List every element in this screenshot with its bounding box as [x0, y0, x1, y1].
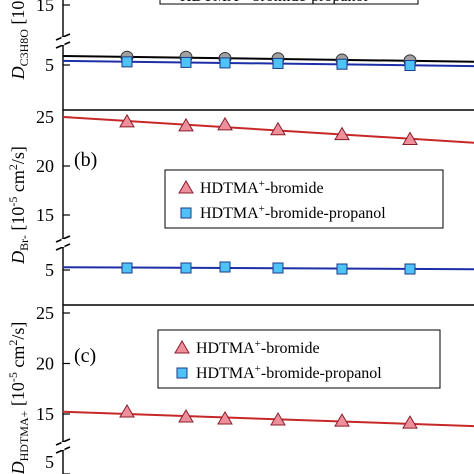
legend-marker-1-1: [180, 207, 192, 219]
y-axis-label-1: DBr- [10-5 cm2/s]: [6, 146, 31, 265]
y-tick-label-1-1: 20: [36, 156, 54, 176]
panel-label-c: (c): [74, 345, 96, 367]
y-tick-label-2-1: 20: [36, 354, 54, 374]
legend-marker-2-1: [176, 367, 188, 379]
y-axis-label-sup2-2: 2: [6, 340, 20, 346]
y-axis-label-main-1: D: [8, 251, 28, 265]
data-point-0-1-5: [404, 60, 416, 72]
legend-box-b: [164, 169, 444, 229]
legend-label-rest-2-1: -bromide-propanol: [261, 365, 382, 382]
data-point-2-0-0: [119, 403, 135, 418]
y-tick-label-2-2: 15: [36, 404, 54, 424]
data-point-1-0-4: [334, 126, 350, 141]
legend-label-sup-2-0: +: [255, 338, 261, 350]
legend-label-2-0: HDTMA+-bromide: [196, 338, 320, 357]
data-point-1-1-3: [272, 262, 284, 274]
y-axis-label-tail-2: cm: [8, 346, 28, 373]
data-point-1-0-2: [217, 116, 233, 131]
legend-box-c: [157, 329, 441, 389]
y-axis-label-tail-1: cm: [8, 170, 28, 197]
y-axis-label-end-2: /s]: [8, 322, 28, 340]
data-point-1-1-0: [121, 262, 133, 274]
data-point-2-0-1: [178, 409, 194, 423]
legend-label-base-1-1: HDTMA: [200, 205, 259, 222]
y-axis-label-end-1: /s]: [8, 146, 28, 164]
y-tick-label-0-0: 15: [36, 0, 54, 15]
y-axis-label-rest-2: [10: [8, 382, 28, 411]
legend-marker-2-0: [174, 340, 190, 354]
legend-marker-1-0: [178, 180, 194, 194]
data-point-1-1-5: [404, 263, 416, 275]
legend-label-base-2-0: HDTMA: [196, 340, 255, 357]
legend-box-a: [159, 0, 419, 5]
axis-break-gap-a: [61, 37, 65, 45]
y-axis-label-2: DHDTMA+ [10-5 cm2/s]: [6, 322, 31, 474]
legend-label-rest-2-0: -bromide: [261, 340, 320, 357]
data-point-0-1-1: [180, 56, 192, 68]
data-point-1-0-3: [270, 121, 286, 136]
axis-break-gap-b: [61, 239, 65, 247]
legend-label-sup-1-1: +: [259, 203, 265, 215]
data-point-0-1-2: [219, 57, 231, 69]
legend-label-a: HDTMA⁺-bromide-propanol: [180, 0, 369, 5]
data-point-2-0-4: [334, 413, 350, 427]
data-point-1-1-4: [336, 263, 348, 275]
y-axis-label-sub-2: HDTMA+: [17, 410, 31, 461]
legend-label-base-1-0: HDTMA: [200, 180, 259, 197]
y-tick-label-1-0: 25: [36, 107, 54, 127]
data-point-2-0-2: [217, 411, 233, 425]
y-axis-label-sub-1: Br-: [17, 235, 31, 251]
y-axis-label-sup-2: -5: [6, 372, 20, 382]
legend-label-2-1: HDTMA+-bromide-propanol: [196, 363, 382, 382]
data-point-1-0-1: [178, 117, 194, 132]
data-point-1-1-1: [180, 262, 192, 274]
y-axis-label-rest-0: [10: [8, 1, 28, 30]
y-tick-label-2-0: 25: [36, 303, 54, 323]
y-tick-label-2-3: 5: [45, 452, 54, 472]
y-axis-label-sup2-1: 2: [6, 164, 20, 170]
data-point-2-0-5: [402, 415, 418, 429]
data-point-1-0-5: [402, 131, 418, 146]
legend-label-sup-1-0: +: [259, 178, 265, 190]
y-tick-label-1-3: 5: [45, 260, 54, 280]
y-axis-label-rest-1: [10: [8, 207, 28, 236]
legend-label-rest-1-1: -bromide-propanol: [265, 205, 386, 222]
panel-label-b: (b): [74, 149, 97, 171]
y-axis-label-main-0: D: [8, 66, 28, 80]
legend-label-sup-2-1: +: [255, 363, 261, 375]
y-axis-label-sup-1: -5: [6, 197, 20, 207]
legend-label-1-0: HDTMA+-bromide: [200, 178, 324, 197]
data-point-1-0-0: [119, 113, 135, 128]
data-point-0-1-3: [272, 57, 284, 69]
y-axis-label-0: DC3H8O [10: [8, 1, 31, 81]
data-point-0-1-0: [121, 56, 133, 68]
y-tick-label-0-1: 5: [45, 55, 54, 75]
y-tick-label-1-2: 15: [36, 205, 54, 225]
axis-break-gap-c: [61, 442, 65, 450]
legend-label-rest-1-0: -bromide: [265, 180, 324, 197]
data-point-2-0-3: [270, 412, 286, 426]
legend-label-base-2-1: HDTMA: [196, 365, 255, 382]
legend-label-1-1: HDTMA+-bromide-propanol: [200, 203, 386, 222]
data-point-0-1-4: [336, 58, 348, 70]
y-axis-label-main-2: D: [8, 461, 28, 474]
y-axis-label-sub-0: C3H8O: [17, 29, 31, 67]
data-point-1-1-2: [219, 261, 231, 273]
fit-line-1-0: [62, 115, 474, 144]
